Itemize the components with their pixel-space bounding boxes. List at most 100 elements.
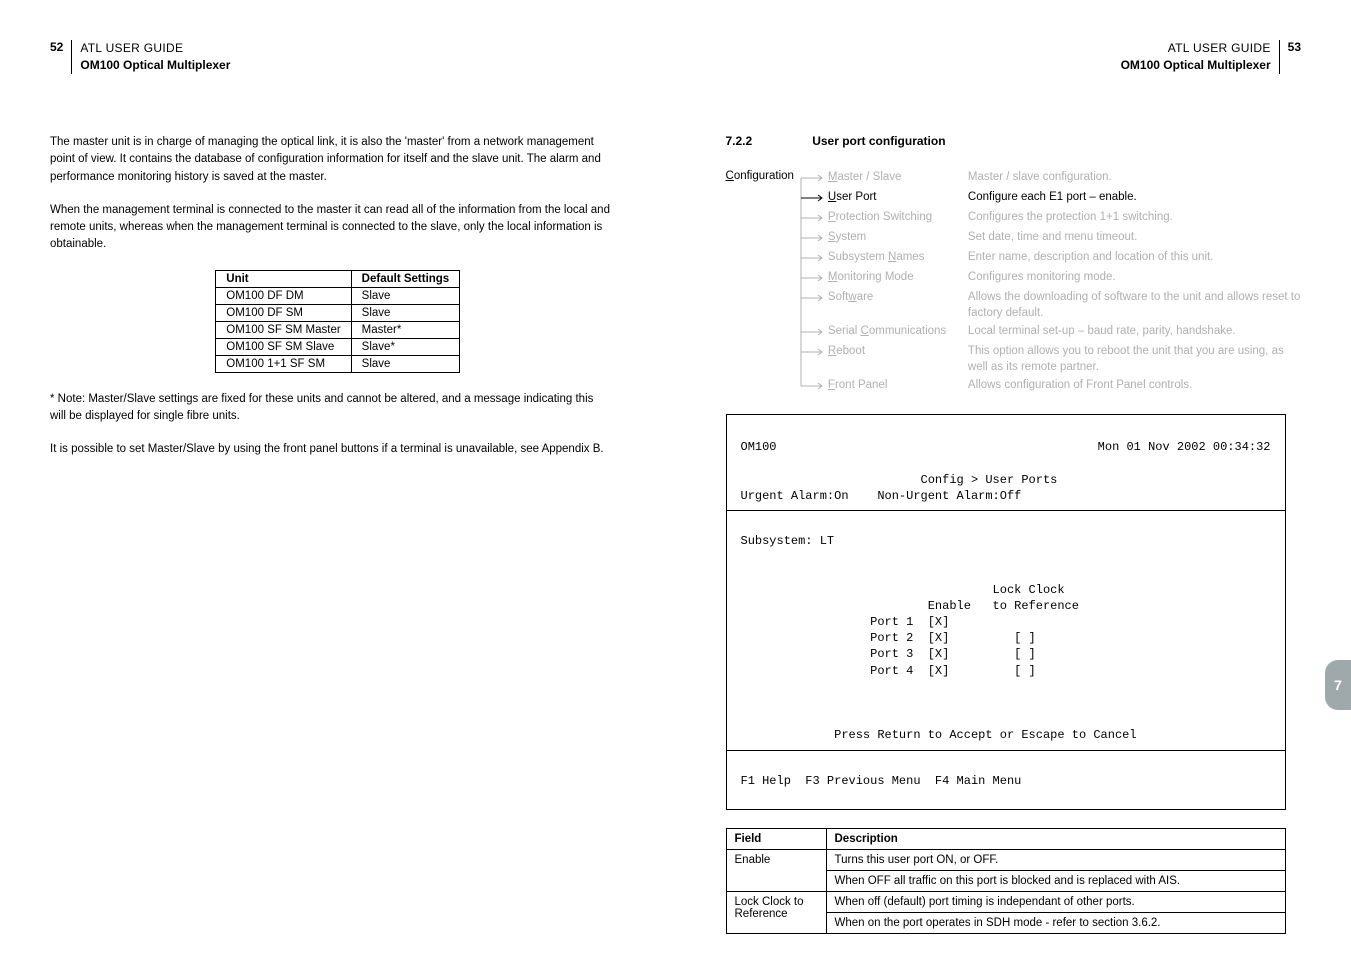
tree-item-desc: Set date, time and menu timeout. [968, 228, 1137, 246]
tree-item-label: Reboot [828, 342, 968, 360]
arrow-icon [800, 168, 828, 188]
tree-row: Serial CommunicationsLocal terminal set-… [800, 322, 1301, 342]
table-cell: Master* [351, 321, 460, 338]
th-unit: Unit [216, 270, 351, 287]
tree-row: SoftwareAllows the downloading of softwa… [800, 288, 1301, 322]
page-number-left: 52 [50, 40, 63, 56]
table-cell: OM100 SF SM Slave [216, 338, 351, 355]
table-row: OM100 DF DMSlave [216, 287, 460, 304]
tree-row: SystemSet date, time and menu timeout. [800, 228, 1301, 248]
tree-item-label: Software [828, 288, 968, 306]
tree-item-desc: Enter name, description and location of … [968, 248, 1213, 266]
tree-item-desc: Configure each E1 port – enable. [968, 188, 1137, 206]
tree-item-desc: Local terminal set-up – baud rate, parit… [968, 322, 1236, 340]
tree-row: Protection SwitchingConfigures the prote… [800, 208, 1301, 228]
term-l4: Subsystem: LT [741, 534, 835, 548]
section-title: User port configuration [812, 134, 945, 148]
tree-row: Subsystem NamesEnter name, description a… [800, 248, 1301, 268]
table-cell: Slave* [351, 338, 460, 355]
tree-row: Monitoring ModeConfigures monitoring mod… [800, 268, 1301, 288]
term-l9: Port 3 [X] [ ] [741, 647, 1036, 661]
arrow-icon [800, 376, 828, 396]
arrow-icon [800, 208, 828, 228]
arrow-icon [800, 268, 828, 288]
tree-item-desc: Configures monitoring mode. [968, 268, 1116, 286]
field-desc: When on the port operates in SDH mode - … [826, 913, 1285, 934]
tree-item-label: Serial Communications [828, 322, 968, 340]
table-row: OM100 SF SM MasterMaster* [216, 321, 460, 338]
table-row: EnableTurns this user port ON, or OFF. [726, 850, 1285, 871]
field-table: Field Description EnableTurns this user … [726, 828, 1286, 934]
term-l5: Lock Clock [741, 583, 1065, 597]
header-right: ATL USER GUIDE OM100 Optical Multiplexer… [726, 40, 1302, 74]
config-label: Configuration [726, 168, 794, 396]
tree-item-label: System [828, 228, 968, 246]
paragraph-3: * Note: Master/Slave settings are fixed … [50, 391, 610, 426]
tree-item-label: Front Panel [828, 376, 968, 394]
divider [1279, 40, 1280, 74]
table-cell: OM100 SF SM Master [216, 321, 351, 338]
tree-item-label: Monitoring Mode [828, 268, 968, 286]
header-left: 52 ATL USER GUIDE OM100 Optical Multiple… [50, 40, 626, 74]
tree-item-label: Subsystem Names [828, 248, 968, 266]
field-name: Lock Clock to Reference [726, 892, 826, 934]
chapter-tab: 7 [1325, 660, 1351, 710]
arrow-icon [800, 188, 828, 208]
term-l7: Port 1 [X] [741, 615, 950, 629]
tree-row: User PortConfigure each E1 port – enable… [800, 188, 1301, 208]
arrow-icon [800, 228, 828, 248]
header-title-1: ATL USER GUIDE [80, 40, 230, 57]
field-desc: When OFF all traffic on this port is blo… [826, 871, 1285, 892]
settings-table: Unit Default Settings OM100 DF DMSlaveOM… [215, 270, 460, 373]
field-desc: When off (default) port timing is indepe… [826, 892, 1285, 913]
table-cell: OM100 DF SM [216, 304, 351, 321]
arrow-icon [800, 342, 828, 376]
th-desc: Description [826, 829, 1285, 850]
header-title-2r: OM100 Optical Multiplexer [1121, 57, 1271, 74]
tree-row: Master / SlaveMaster / slave configurati… [800, 168, 1301, 188]
page-52: 52 ATL USER GUIDE OM100 Optical Multiple… [0, 0, 676, 954]
paragraph-4: It is possible to set Master/Slave by us… [50, 441, 610, 458]
arrow-icon [800, 322, 828, 342]
divider [71, 40, 72, 74]
tree-row: Front PanelAllows configuration of Front… [800, 376, 1301, 396]
table-cell: Slave [351, 287, 460, 304]
table-row: OM100 SF SM SlaveSlave* [216, 338, 460, 355]
section-heading: 7.2.2 User port configuration [726, 134, 1302, 148]
tree-row: RebootThis option allows you to reboot t… [800, 342, 1301, 376]
table-row: Lock Clock to ReferenceWhen off (default… [726, 892, 1285, 913]
term-l10: Port 4 [X] [ ] [741, 664, 1036, 678]
paragraph-1: The master unit is in charge of managing… [50, 134, 610, 186]
table-row: OM100 1+1 SF SMSlave [216, 355, 460, 372]
terminal-output: OM100Mon 01 Nov 2002 00:34:32 Config > U… [726, 414, 1286, 810]
field-name: Enable [726, 850, 826, 892]
field-desc: Turns this user port ON, or OFF. [826, 850, 1285, 871]
tree-item-desc: Master / slave configuration. [968, 168, 1112, 186]
tree-item-label: Protection Switching [828, 208, 968, 226]
tree-item-desc: Allows the downloading of software to th… [968, 288, 1301, 321]
tree-item-label: Master / Slave [828, 168, 968, 186]
th-default: Default Settings [351, 270, 460, 287]
term-timestamp: Mon 01 Nov 2002 00:34:32 [1098, 439, 1271, 455]
term-l8: Port 2 [X] [ ] [741, 631, 1036, 645]
paragraph-2: When the management terminal is connecte… [50, 202, 610, 254]
term-l12: F1 Help F3 Previous Menu F4 Main Menu [741, 774, 1022, 788]
term-device: OM100 [741, 439, 777, 455]
term-l6: Enable to Reference [741, 599, 1079, 613]
section-number: 7.2.2 [726, 134, 753, 148]
table-cell: Slave [351, 304, 460, 321]
tree-item-desc: Allows configuration of Front Panel cont… [968, 376, 1192, 394]
table-cell: OM100 DF DM [216, 287, 351, 304]
th-field: Field [726, 829, 826, 850]
tree-item-desc: Configures the protection 1+1 switching. [968, 208, 1173, 226]
page-number-right: 53 [1288, 40, 1301, 56]
table-cell: OM100 1+1 SF SM [216, 355, 351, 372]
header-title-1r: ATL USER GUIDE [1121, 40, 1271, 57]
tree-item-label: User Port [828, 188, 968, 206]
header-title-2: OM100 Optical Multiplexer [80, 57, 230, 74]
arrow-icon [800, 248, 828, 268]
arrow-icon [800, 288, 828, 322]
table-cell: Slave [351, 355, 460, 372]
term-l11: Press Return to Accept or Escape to Canc… [741, 728, 1137, 742]
tree-item-desc: This option allows you to reboot the uni… [968, 342, 1301, 375]
